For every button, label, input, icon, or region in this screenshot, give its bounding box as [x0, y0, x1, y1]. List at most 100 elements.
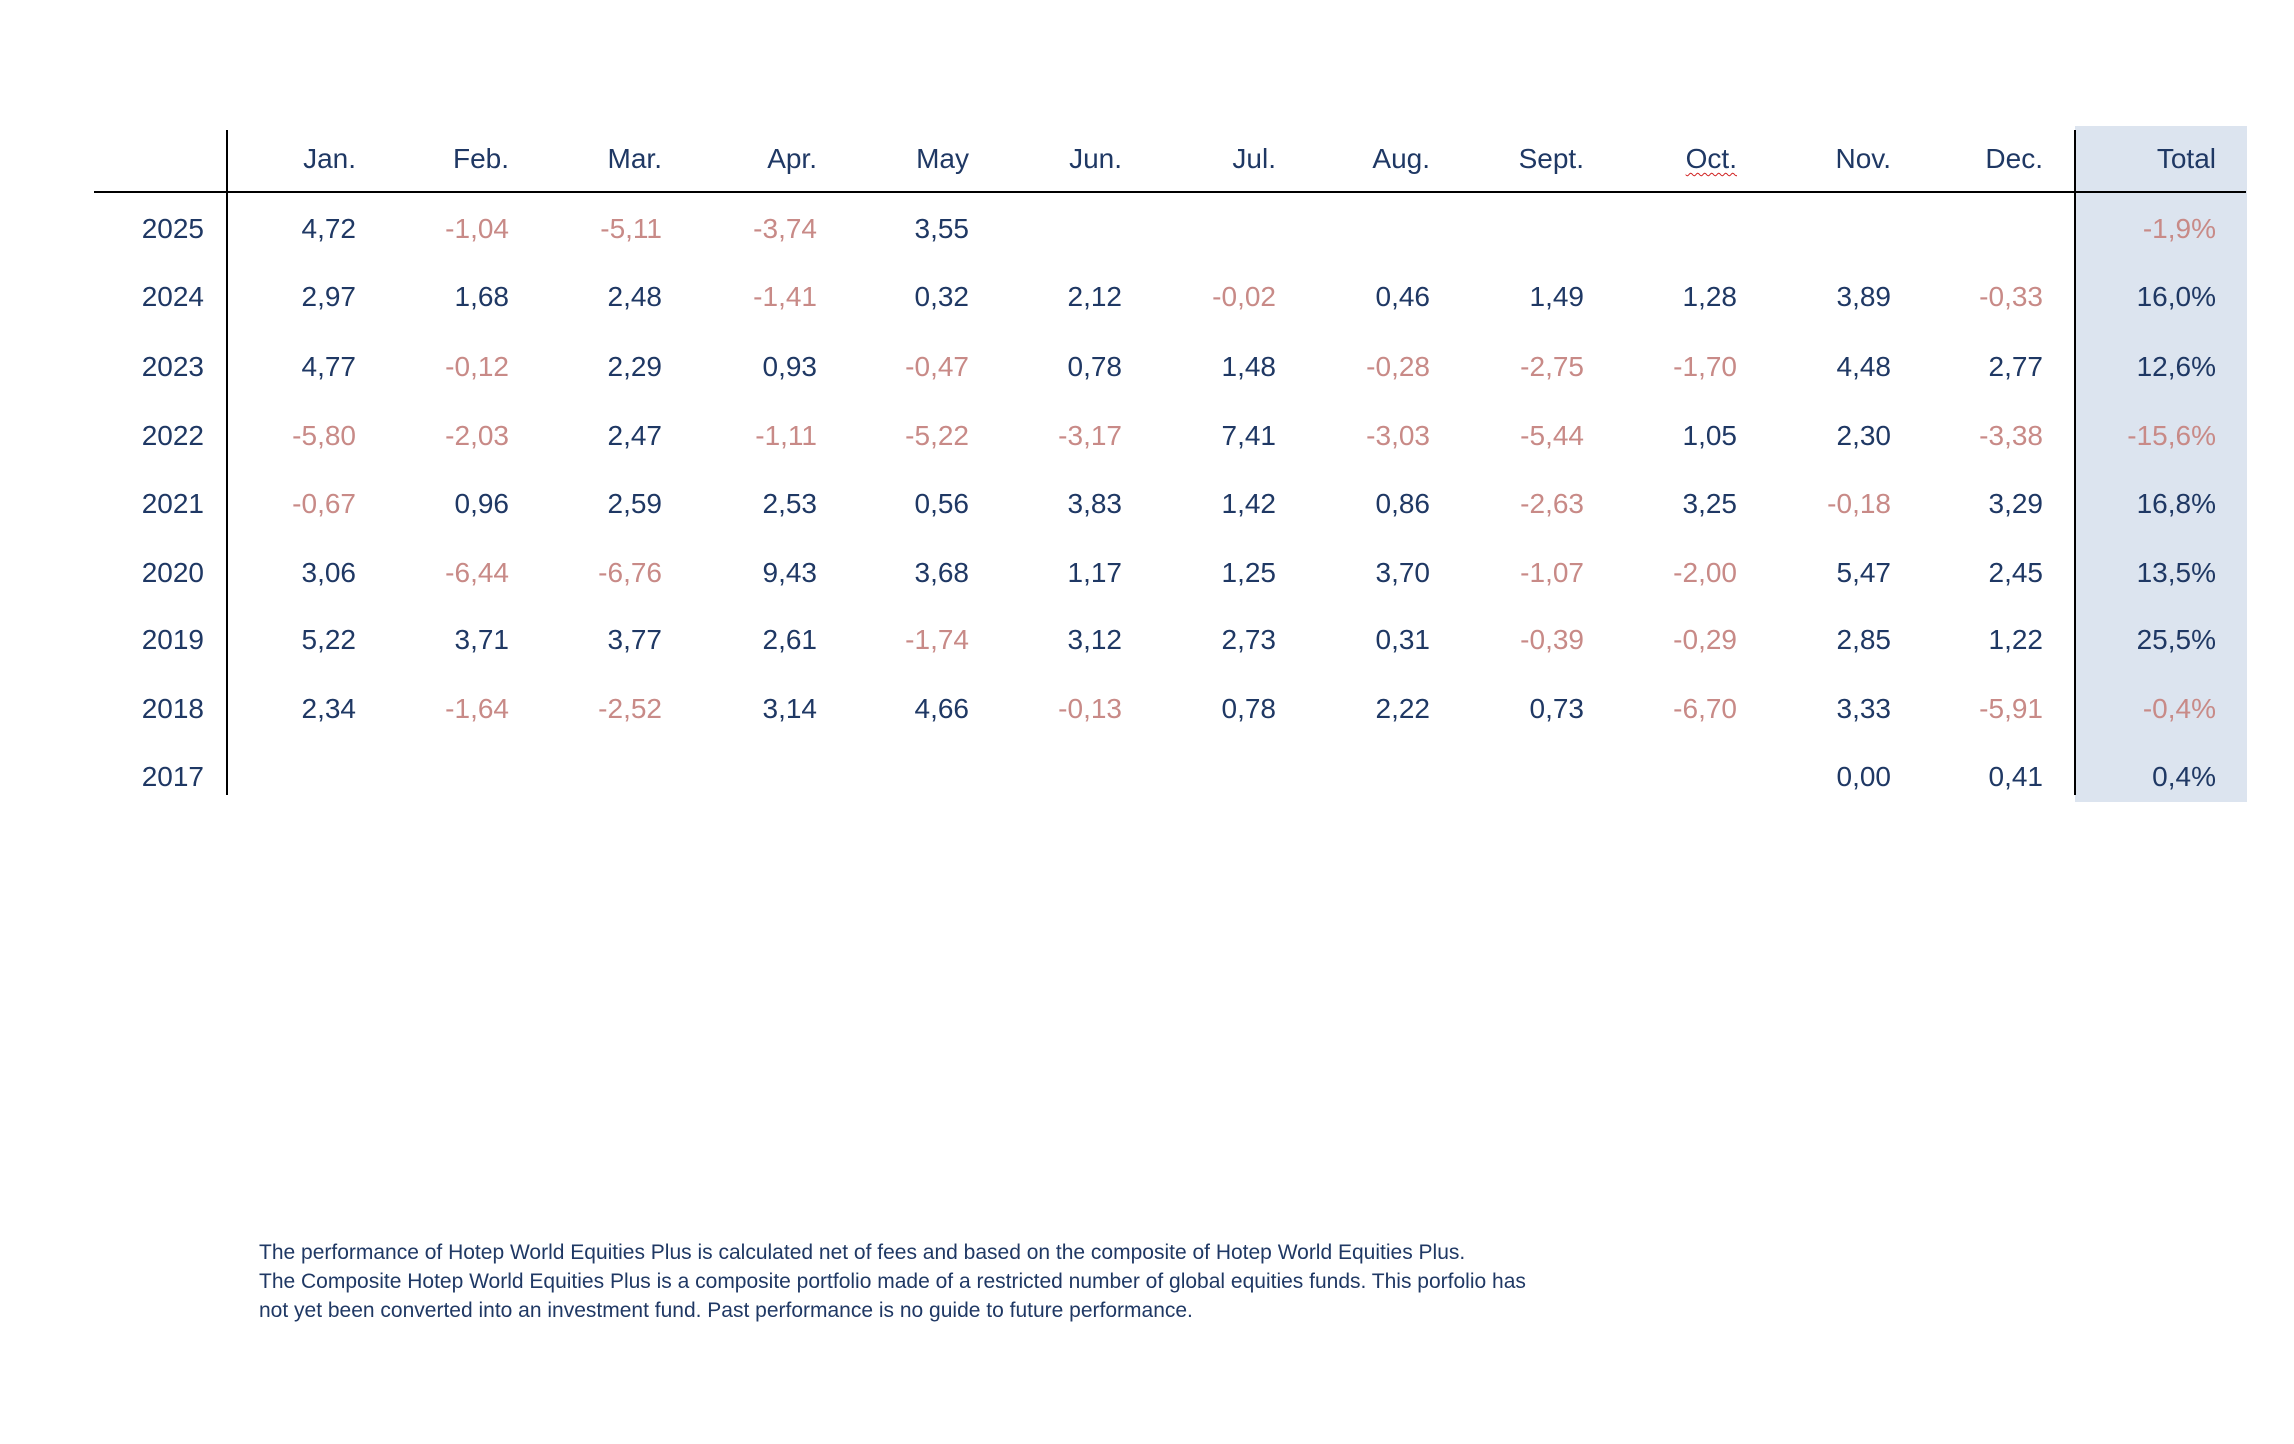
return-cell: -6,70	[1673, 693, 1737, 724]
return-cell: -1,74	[905, 624, 969, 655]
return-cell: -5,44	[1520, 420, 1584, 451]
return-cell: -0,67	[292, 488, 356, 519]
return-cell: 2,59	[607, 488, 663, 519]
total-cell-2022: -15,6%	[2127, 420, 2216, 451]
return-cell: -5,22	[905, 420, 969, 451]
return-cell: 0,86	[1375, 488, 1431, 519]
return-cell: 2,12	[1067, 281, 1123, 312]
return-cell: 2,48	[607, 281, 663, 312]
month-header-feb: Feb.	[452, 143, 509, 174]
total-column-divider	[2074, 130, 2076, 795]
month-header-dec: Dec.	[1985, 143, 2043, 174]
total-cell-2019: 25,5%	[2136, 624, 2216, 655]
return-cell: 3,12	[1067, 624, 1123, 655]
return-cell: -5,80	[292, 420, 356, 451]
return-cell: 2,29	[607, 351, 663, 382]
return-cell: -1,70	[1673, 351, 1737, 382]
year-label-2025: 2025	[141, 213, 204, 244]
year-label-2017: 2017	[141, 761, 204, 792]
year-label-2022: 2022	[141, 420, 204, 451]
return-cell: 2,85	[1836, 624, 1892, 655]
return-cell: 2,22	[1375, 693, 1431, 724]
year-label-2021: 2021	[141, 488, 204, 519]
total-column-highlight	[2075, 126, 2247, 802]
return-cell: 3,70	[1375, 557, 1431, 588]
month-header-jul: Jul.	[1232, 143, 1276, 174]
return-cell: 0,41	[1988, 761, 2044, 792]
return-cell: 1,25	[1221, 557, 1277, 588]
return-cell: 3,89	[1836, 281, 1892, 312]
total-cell-2017: 0,4%	[2152, 761, 2216, 792]
return-cell: -6,76	[598, 557, 662, 588]
return-cell: 1,42	[1221, 488, 1277, 519]
return-cell: -0,12	[445, 351, 509, 382]
return-cell: -0,13	[1058, 693, 1122, 724]
return-cell: 4,77	[301, 351, 357, 382]
year-label-2024: 2024	[141, 281, 204, 312]
year-label-2023: 2023	[141, 351, 204, 382]
return-cell: -2,52	[598, 693, 662, 724]
total-header: Total	[2156, 143, 2216, 174]
total-cell-2018: -0,4%	[2142, 693, 2216, 724]
return-cell: -5,11	[600, 213, 662, 244]
return-cell: -0,29	[1673, 624, 1737, 655]
return-cell: 2,45	[1988, 557, 2044, 588]
month-header-jan: Jan.	[303, 143, 356, 174]
return-cell: 2,47	[607, 420, 663, 451]
return-cell: 5,22	[301, 624, 357, 655]
return-cell: -0,28	[1366, 351, 1430, 382]
return-cell: -3,17	[1058, 420, 1122, 451]
return-cell: -2,63	[1520, 488, 1584, 519]
return-cell: 0,46	[1375, 281, 1431, 312]
return-cell: 3,71	[454, 624, 510, 655]
return-cell: 0,78	[1067, 351, 1123, 382]
return-cell: 1,48	[1221, 351, 1277, 382]
return-cell: -2,03	[445, 420, 509, 451]
return-cell: 2,97	[301, 281, 357, 312]
return-cell: 0,73	[1529, 693, 1585, 724]
return-cell: 0,32	[914, 281, 970, 312]
return-cell: 1,05	[1682, 420, 1738, 451]
return-cell: -1,41	[753, 281, 817, 312]
month-header-nov: Nov.	[1835, 143, 1892, 174]
return-cell: 3,83	[1067, 488, 1123, 519]
return-cell: 3,55	[914, 213, 970, 244]
total-cell-2020: 13,5%	[2136, 557, 2216, 588]
return-cell: 0,00	[1836, 761, 1892, 792]
return-cell: 1,22	[1988, 624, 2044, 655]
return-cell: 0,78	[1221, 693, 1277, 724]
return-cell: 4,72	[301, 213, 357, 244]
return-cell: -0,39	[1520, 624, 1584, 655]
return-cell: 2,61	[762, 624, 818, 655]
month-header-aug: Aug.	[1372, 143, 1430, 174]
return-cell: 5,47	[1836, 557, 1892, 588]
return-cell: 0,56	[914, 488, 970, 519]
month-header-sept: Sept.	[1518, 143, 1584, 174]
return-cell: 1,17	[1067, 557, 1123, 588]
return-cell: 2,77	[1988, 351, 2044, 382]
return-cell: 3,14	[762, 693, 818, 724]
total-cell-2021: 16,8%	[2136, 488, 2216, 519]
return-cell: 1,68	[454, 281, 510, 312]
total-cell-2025: -1,9%	[2142, 213, 2216, 244]
return-cell: 1,28	[1682, 281, 1738, 312]
return-cell: 9,43	[762, 557, 818, 588]
return-cell: -1,04	[445, 213, 509, 244]
return-cell: 4,48	[1836, 351, 1892, 382]
return-cell: 3,25	[1682, 488, 1738, 519]
return-cell: 7,41	[1221, 420, 1277, 451]
return-cell: -2,00	[1673, 557, 1737, 588]
month-header-apr: Apr.	[767, 143, 817, 174]
return-cell: 0,96	[454, 488, 510, 519]
total-cell-2024: 16,0%	[2136, 281, 2216, 312]
return-cell: 2,34	[301, 693, 357, 724]
return-cell: 2,73	[1221, 624, 1277, 655]
return-cell: -3,38	[1979, 420, 2043, 451]
footnote-line-1: The performance of Hotep World Equities …	[259, 1241, 1466, 1264]
header-underline	[94, 191, 2246, 193]
return-cell: 2,30	[1836, 420, 1892, 451]
year-label-2019: 2019	[141, 624, 204, 655]
footnote-line-3: not yet been converted into an investmen…	[259, 1299, 1193, 1322]
return-cell: 0,31	[1375, 624, 1431, 655]
return-cell: -3,03	[1366, 420, 1430, 451]
